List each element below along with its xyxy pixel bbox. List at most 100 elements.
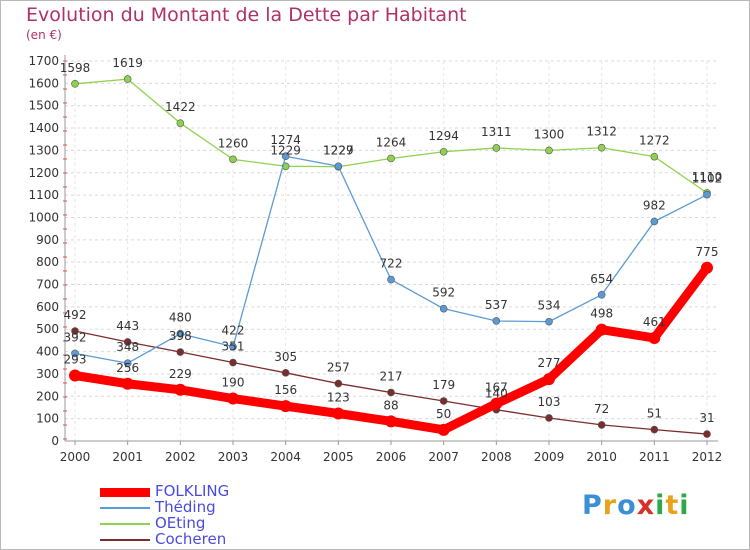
data-point	[490, 397, 503, 410]
data-label: 392	[64, 330, 87, 344]
data-point	[334, 162, 343, 171]
legend-item-theding: Théding	[100, 498, 300, 516]
y-tick-label: 300	[36, 367, 59, 381]
data-point	[229, 155, 237, 164]
data-label: 1274	[270, 133, 301, 147]
legend-swatch-theding	[100, 507, 150, 509]
data-label: 1227	[323, 144, 354, 158]
data-point	[227, 392, 239, 405]
data-point	[545, 317, 553, 326]
legend-label-oeting: OEting	[155, 514, 206, 532]
data-point	[176, 348, 185, 356]
legend-item-oeting: OEting	[100, 514, 300, 532]
y-tick-label: 700	[36, 278, 59, 292]
data-point	[279, 400, 292, 413]
data-label: 217	[380, 369, 403, 383]
x-tick-label: 2006	[376, 450, 407, 464]
data-label: 50	[436, 407, 451, 421]
data-label: 305	[274, 350, 297, 364]
data-point	[281, 152, 290, 161]
data-point	[492, 317, 501, 325]
logo-letter: x	[636, 490, 656, 521]
x-tick-label: 2011	[639, 450, 670, 464]
y-tick-label: 1600	[28, 76, 59, 90]
data-label: 492	[64, 308, 87, 322]
data-label: 592	[432, 286, 455, 300]
data-point	[650, 425, 659, 434]
data-point	[439, 147, 448, 156]
data-label: 1619	[112, 56, 143, 70]
data-label: 982	[643, 198, 666, 212]
data-point	[387, 154, 395, 163]
data-label: 179	[432, 378, 455, 392]
legend-label-folkling: FOLKLING	[155, 482, 230, 500]
data-label: 1229	[270, 143, 301, 157]
data-point	[334, 379, 343, 388]
data-label: 422	[222, 324, 245, 338]
y-tick-label: 500	[36, 322, 59, 336]
y-tick-label: 200	[36, 389, 59, 403]
x-tick-label: 2001	[112, 450, 143, 464]
data-label: 654	[590, 272, 613, 286]
data-point	[123, 75, 132, 83]
y-tick-label: 1000	[28, 210, 59, 224]
y-tick-label: 900	[36, 233, 59, 247]
x-tick-label: 2003	[218, 450, 249, 464]
y-tick-label: 800	[36, 255, 59, 269]
legend-label-theding: Théding	[155, 498, 216, 516]
data-point	[597, 291, 606, 299]
data-label: 1422	[165, 100, 196, 114]
data-point	[69, 369, 81, 382]
data-label: 1312	[586, 125, 617, 139]
data-point	[332, 407, 345, 420]
data-point	[174, 383, 187, 396]
data-label: 480	[169, 311, 192, 325]
y-tick-label: 1100	[28, 188, 59, 202]
data-point	[703, 430, 711, 438]
data-point	[439, 397, 448, 405]
y-tick-label: 100	[36, 412, 59, 426]
data-label: 72	[594, 402, 609, 416]
x-tick-label: 2012	[692, 450, 723, 464]
data-label: 1598	[60, 61, 91, 75]
data-label: 140	[485, 387, 508, 401]
y-tick-label: 1200	[28, 166, 59, 180]
data-point	[121, 377, 134, 390]
data-label: 1300	[534, 127, 565, 141]
data-label: 229	[169, 367, 192, 381]
data-label: 348	[116, 340, 139, 354]
proxiti-logo: Proxiti	[582, 490, 690, 521]
data-label: 537	[485, 298, 508, 312]
x-tick-label: 2004	[270, 450, 301, 464]
data-point	[385, 415, 397, 428]
data-label: 293	[64, 353, 87, 367]
legend-label-cocheren: Cocheren	[155, 530, 227, 548]
y-tick-label: 600	[36, 300, 59, 314]
data-label: 775	[696, 245, 719, 259]
data-label: 1260	[218, 136, 249, 150]
data-point	[439, 304, 448, 313]
data-label: 1102	[692, 172, 723, 186]
data-point	[597, 143, 606, 152]
logo-letter: i	[679, 490, 690, 521]
data-label: 31	[699, 411, 714, 425]
data-label: 156	[274, 383, 297, 397]
data-point	[545, 414, 553, 422]
data-label: 51	[647, 407, 662, 421]
data-label: 190	[222, 376, 245, 390]
data-label: 123	[327, 391, 350, 405]
data-point	[437, 423, 450, 436]
data-label: 1229	[323, 143, 354, 157]
data-label: 167	[485, 381, 508, 395]
data-point	[176, 119, 185, 127]
x-tick-label: 2010	[586, 450, 617, 464]
data-point	[176, 329, 185, 338]
data-point	[650, 152, 659, 161]
data-label: 461	[643, 315, 666, 329]
data-label: 277	[538, 356, 561, 370]
legend-item-folkling: FOLKLING	[100, 482, 300, 500]
y-tick-label: 1300	[28, 143, 59, 157]
legend-swatch-cocheren	[100, 539, 150, 541]
data-point	[545, 146, 553, 155]
